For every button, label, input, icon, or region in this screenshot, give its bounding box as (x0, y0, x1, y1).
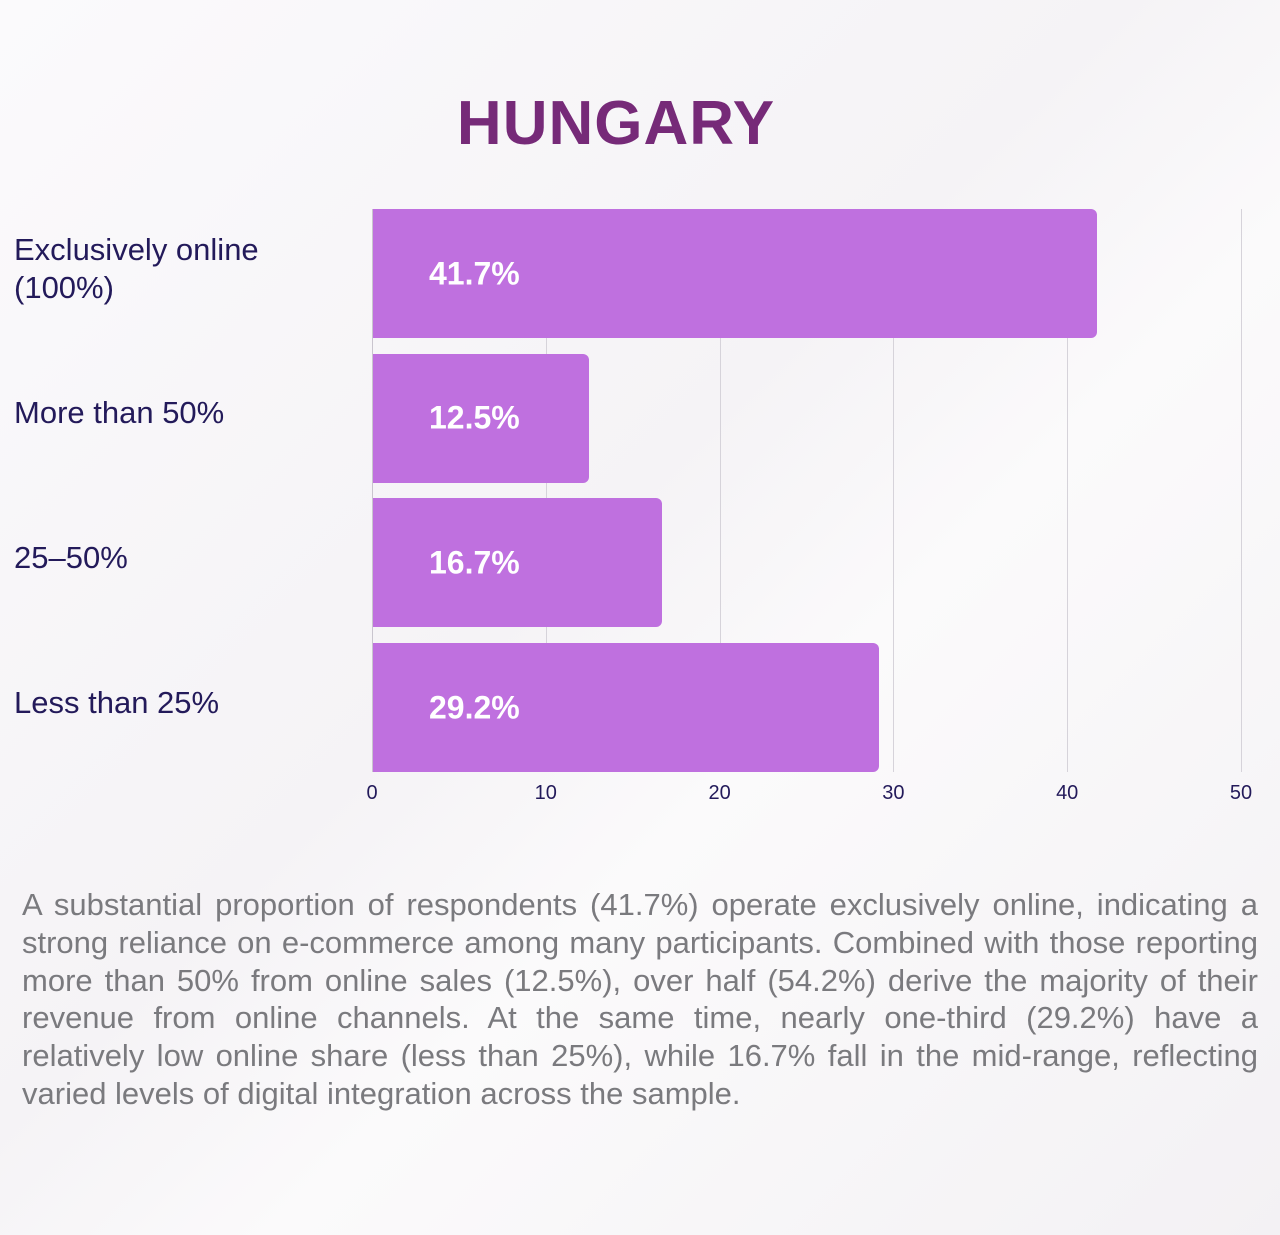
gridline (893, 209, 895, 772)
gridline (545, 209, 547, 772)
bar-chart: 0 10 20 30 40 50 41.7% Exclusively online (100%… (14, 209, 1253, 804)
bar-data-label: 41.7% (429, 255, 520, 291)
description-paragraph: A substantial proportion of respondents … (22, 887, 1258, 1111)
gridline (1241, 209, 1242, 772)
x-tick-label: 20 (708, 782, 731, 804)
gridline (719, 209, 721, 772)
x-tick-label: 10 (534, 782, 557, 804)
bar-data-label: 16.7% (429, 544, 520, 581)
category-label: Less than 25% (14, 684, 220, 720)
gridline (1067, 209, 1069, 772)
x-tick-label: 0 (366, 782, 378, 804)
y-axis-line (372, 209, 373, 772)
bar: 12.5% (372, 353, 590, 483)
chart-title: HUNGARY (456, 89, 776, 158)
x-tick-label: 40 (1056, 782, 1079, 804)
bar: 16.7% (372, 498, 663, 628)
bar-data-label: 12.5% (429, 399, 520, 436)
x-tick-label: 30 (882, 782, 905, 804)
bar: 41.7% (372, 209, 1097, 338)
x-tick-label: 50 (1229, 782, 1253, 804)
category-label: Exclusively online (100%) (14, 231, 259, 305)
category-label: 25–50% (14, 539, 128, 575)
bar: 29.2% (372, 643, 880, 773)
category-label: More than 50% (14, 395, 225, 431)
bar-data-label: 29.2% (429, 689, 520, 726)
